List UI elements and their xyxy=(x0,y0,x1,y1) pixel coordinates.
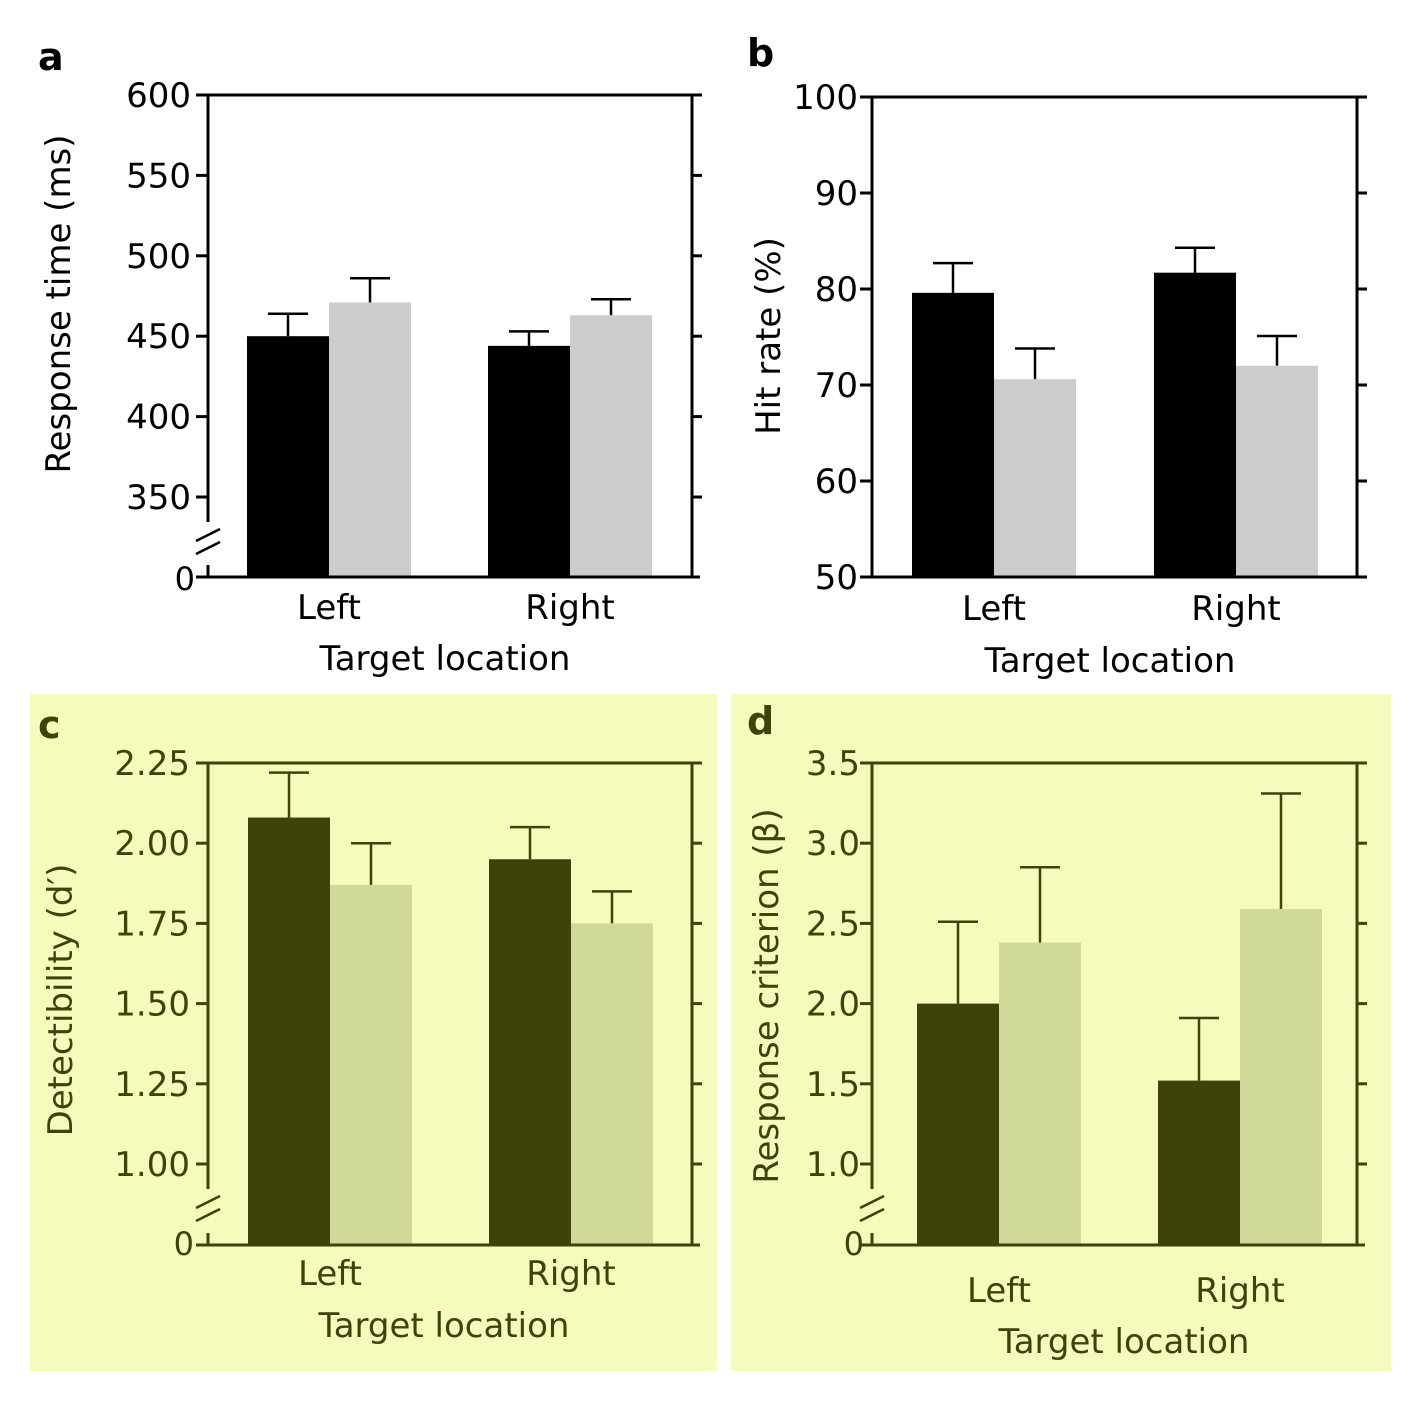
panel-d-marks: Left Right 0 1.0 1.5 2.0 2.5 3.0 3.5 xyxy=(806,744,1367,1311)
axis-break-mark xyxy=(859,1194,885,1210)
y-tick-label: 0 xyxy=(175,560,195,598)
bar xyxy=(488,345,570,577)
y-tick-label: 1.75 xyxy=(114,904,190,944)
panel-c-ylabel: Detectibility (d′) xyxy=(41,864,81,1137)
panel-d-letter: d xyxy=(747,699,774,743)
y-tick-label: 1.5 xyxy=(806,1065,860,1105)
bar xyxy=(1236,365,1318,577)
x-tick-label: Right xyxy=(526,1254,616,1294)
bar xyxy=(570,315,652,577)
y-tick-label: 60 xyxy=(815,462,858,502)
y-tick-label: 450 xyxy=(126,317,191,357)
x-tick-label: Left xyxy=(967,1271,1031,1311)
bar xyxy=(330,884,412,1245)
panel-c-letter: c xyxy=(38,703,61,747)
panel-a-xlabel: Target location xyxy=(319,639,571,679)
y-tick-label: 70 xyxy=(815,366,858,406)
panel-b-marks: Left Right 50 60 70 80 90 100 xyxy=(793,78,1367,629)
y-tick-label: 100 xyxy=(793,78,858,118)
panel-c-marks: Left Right 0 1.00 1.25 1.50 1.75 2.00 2.25 xyxy=(114,744,702,1294)
bar xyxy=(999,942,1081,1245)
y-tick-label: 0 xyxy=(174,1225,194,1263)
panel-d-ylabel: Response criterion (β) xyxy=(747,808,787,1183)
y-tick-label: 2.25 xyxy=(114,744,190,784)
panel-a-marks: Left Right 0 350 400 450 500 550 600 xyxy=(126,76,702,628)
x-tick-label: Left xyxy=(297,588,361,628)
panel-c: c Detectibility (d′) Target location Lef… xyxy=(38,703,702,1346)
panel-b-letter: b xyxy=(747,31,774,75)
y-tick-label: 2.00 xyxy=(114,824,190,864)
y-tick-label: 0 xyxy=(844,1225,864,1263)
panel-b: b Hit rate (%) Target location Left Right… xyxy=(747,31,1367,681)
axis-break-mark xyxy=(195,1207,221,1223)
x-tick-label: Right xyxy=(1195,1271,1285,1311)
bar xyxy=(1240,908,1322,1245)
y-tick-label: 400 xyxy=(126,398,191,438)
y-tick-label: 1.00 xyxy=(114,1145,190,1185)
axis-break-mark xyxy=(195,527,221,543)
panel-d-xlabel: Target location xyxy=(998,1322,1250,1362)
x-tick-label: Left xyxy=(298,1254,362,1294)
bar xyxy=(247,336,329,577)
y-tick-label: 600 xyxy=(126,76,191,116)
axis-break-mark xyxy=(859,1207,885,1223)
y-tick-label: 550 xyxy=(126,156,191,196)
y-tick-label: 3.0 xyxy=(806,824,860,864)
x-tick-label: Right xyxy=(1191,589,1281,629)
bar xyxy=(1158,1080,1240,1245)
panel-d: d Response criterion (β) Target location… xyxy=(747,699,1367,1362)
axis-break-mark xyxy=(195,540,221,556)
panel-a-letter: a xyxy=(38,35,64,79)
y-tick-label: 50 xyxy=(815,558,858,598)
bar xyxy=(489,859,571,1245)
bar xyxy=(912,292,994,577)
panel-a: a Response time (ms) Target location Lef… xyxy=(38,35,702,679)
y-tick-label: 1.25 xyxy=(114,1065,190,1105)
y-tick-label: 90 xyxy=(815,174,858,214)
panel-a-ylabel: Response time (ms) xyxy=(39,134,79,473)
y-tick-label: 80 xyxy=(815,270,858,310)
y-tick-label: 350 xyxy=(126,478,191,518)
bar xyxy=(329,302,411,577)
bar xyxy=(917,1003,999,1245)
y-tick-label: 2.5 xyxy=(806,904,860,944)
panel-b-xlabel: Target location xyxy=(984,641,1236,681)
y-tick-label: 1.0 xyxy=(806,1145,860,1185)
y-tick-label: 1.50 xyxy=(114,985,190,1025)
y-tick-label: 500 xyxy=(126,237,191,277)
bar xyxy=(248,817,330,1245)
bar xyxy=(994,379,1076,577)
panel-c-xlabel: Target location xyxy=(318,1306,570,1346)
x-tick-label: Right xyxy=(525,588,615,628)
y-tick-label: 2.0 xyxy=(806,985,860,1025)
axis-break-mark xyxy=(195,1194,221,1210)
x-tick-label: Left xyxy=(962,589,1026,629)
panel-b-ylabel: Hit rate (%) xyxy=(749,237,789,435)
bar xyxy=(1154,272,1236,577)
bar xyxy=(571,923,653,1245)
y-tick-label: 3.5 xyxy=(806,744,860,784)
